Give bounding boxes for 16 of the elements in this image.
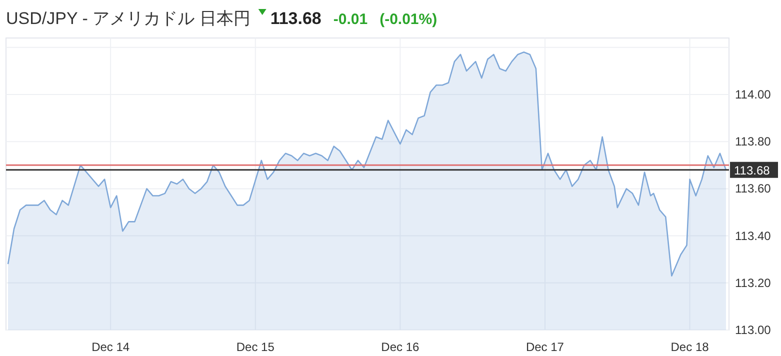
y-tick-label: 113.40: [735, 228, 772, 243]
x-tick-label: Dec 15: [236, 340, 275, 354]
y-tick-label: 114.00: [735, 88, 772, 102]
text: (-0.01%): [380, 11, 438, 28]
y-tick-label: 113.20: [735, 276, 772, 290]
y-tick-label: 113.60: [735, 182, 772, 196]
x-tick-label: Dec 16: [381, 340, 420, 354]
x-tick-label: Dec 17: [526, 340, 564, 354]
text: 113.68: [270, 9, 322, 28]
x-tick-label: Dec 14: [92, 340, 130, 354]
y-tick-label: 113.00: [735, 323, 772, 337]
y-tick-label: 113.80: [735, 134, 772, 149]
text: -0.01: [333, 11, 368, 28]
ref-line-label: 113.68: [734, 163, 770, 178]
chart-title: USD/JPY - アメリカドル 日本円: [6, 9, 250, 28]
x-tick-label: Dec 18: [670, 340, 710, 354]
